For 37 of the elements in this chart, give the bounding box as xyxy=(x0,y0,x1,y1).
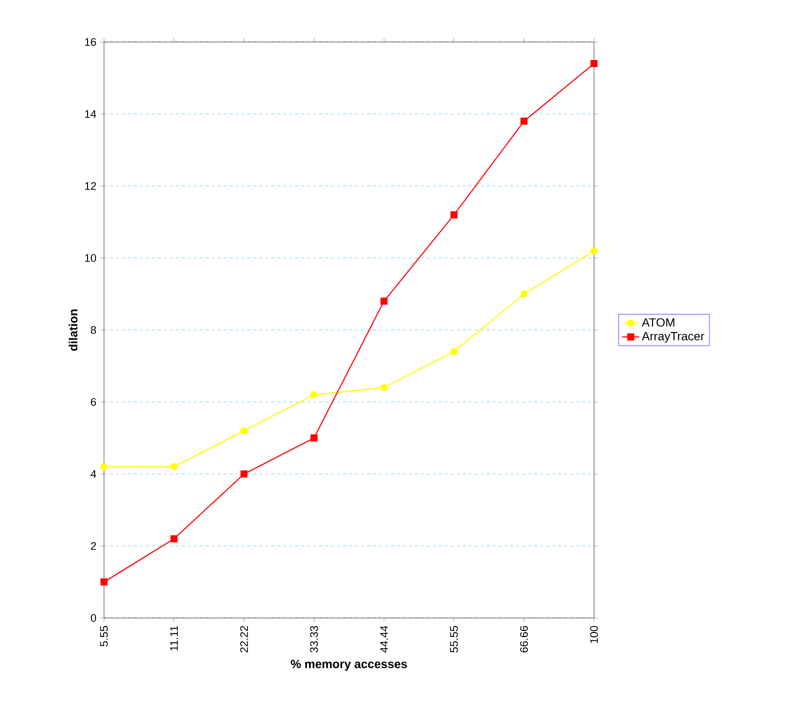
point xyxy=(170,463,178,470)
point xyxy=(310,391,318,398)
y-tick-label: 14 xyxy=(85,110,96,118)
point xyxy=(450,211,458,218)
y-tick-label: 8 xyxy=(90,326,96,334)
point xyxy=(380,384,388,392)
y-tick-label: 2 xyxy=(90,542,96,550)
x-tick-label: 55.55 xyxy=(450,626,458,652)
x-tick-label: 11.11 xyxy=(170,626,178,650)
point xyxy=(310,434,318,442)
point xyxy=(520,118,528,125)
point xyxy=(170,535,178,542)
point xyxy=(380,298,388,305)
y-tick-label: 0 xyxy=(90,614,96,622)
point xyxy=(240,470,248,478)
point xyxy=(450,348,458,356)
y-tick-label: 4 xyxy=(90,470,96,478)
y-tick-label: 6 xyxy=(90,398,96,406)
legend-label: ATOM xyxy=(642,318,674,327)
y-tick-label: 16 xyxy=(85,38,96,46)
x-tick-label: 100 xyxy=(590,626,598,643)
y-axis-title: dilation xyxy=(68,309,78,351)
point xyxy=(240,427,248,434)
point xyxy=(590,60,598,68)
x-tick-label: 33.33 xyxy=(310,626,318,653)
point xyxy=(590,247,598,254)
legend-label: ArrayTracer xyxy=(642,332,704,343)
x-axis-title: % memory accesses xyxy=(290,660,407,671)
x-tick-label: 44.44 xyxy=(380,626,388,653)
point xyxy=(520,290,528,298)
x-tick-label: 5.55 xyxy=(100,626,108,646)
x-tick-label: 22.22 xyxy=(240,626,248,652)
y-tick-label: 12 xyxy=(85,182,96,190)
y-tick-label: 10 xyxy=(85,254,96,262)
x-tick-label: 66.66 xyxy=(520,626,528,652)
point xyxy=(100,578,108,586)
point xyxy=(100,463,108,470)
